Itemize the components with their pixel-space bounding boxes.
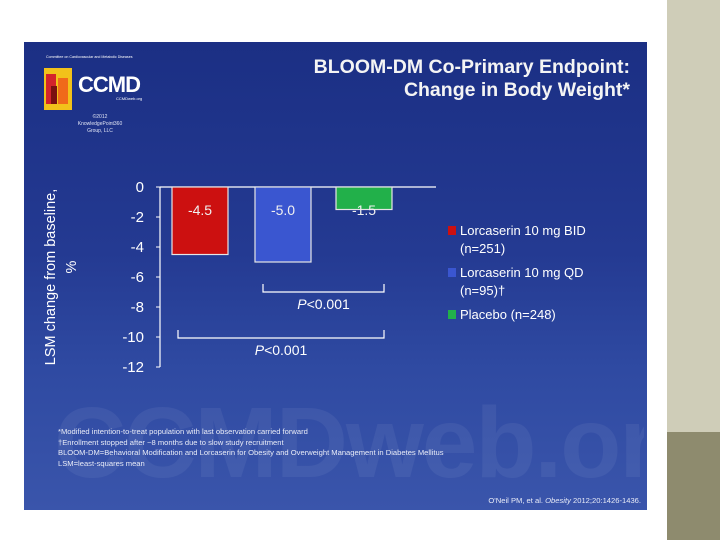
y-tick-label: -8 [131, 299, 144, 316]
side-decoration-band-dark [667, 432, 720, 540]
bar-data-label: -1.5 [352, 202, 376, 218]
y-tick-label: -2 [131, 209, 144, 226]
chart-legend: Lorcaserin 10 mg BID (n=251) Lorcaserin 10… [448, 222, 644, 330]
footnote: LSM=least-squares mean [58, 458, 145, 468]
y-axis-title: % [64, 260, 80, 273]
bar [254, 186, 312, 263]
bar [335, 186, 393, 211]
watermark-text: CCMDweb.org [54, 387, 644, 499]
citation-authors: O'Neil PM, et al. [488, 496, 544, 505]
logo-caption: Committee on Cardiovascular and Metaboli… [46, 55, 133, 59]
bar-data-label: -4.5 [188, 202, 212, 218]
legend-swatch [448, 268, 456, 277]
significance-label: P<0.001 [255, 342, 308, 358]
legend-label: (n=95)† [460, 283, 506, 298]
y-tick-label: -10 [122, 329, 144, 346]
heart-logo-icon [44, 68, 72, 110]
logo-url: CCMDweb.org [116, 96, 143, 101]
slide: CCMDweb.org Committee on Cardiovascular … [24, 42, 647, 510]
legend-item: Placebo (n=248) [448, 306, 644, 324]
bar-data-label: -5.0 [271, 202, 295, 218]
footnotes: *Modified intention-to-treat population … [58, 427, 628, 469]
bar-chart: 0 -2 -4 -6 -8 -10 -12 LSM change from baseline,… [43, 179, 436, 376]
logo-copyright-note: ©2012 KnowledgePoint360 Group, LLC [70, 114, 130, 135]
legend-item: Lorcaserin 10 mg QD (n=95)† [448, 264, 644, 300]
footnote: †Enrollment stopped after ~8 months due … [58, 437, 284, 447]
legend-label: Lorcaserin 10 mg BID [460, 223, 586, 238]
logo-name: CCMD [78, 72, 141, 97]
slide-title: BLOOM-DM Co-Primary Endpoint: Change in … [174, 56, 630, 102]
logo-note-line: KnowledgePoint360 [77, 121, 123, 127]
significance-bracket [262, 284, 385, 293]
y-axis-title: LSM change from baseline, [43, 189, 59, 366]
citation-journal: Obesity [545, 496, 571, 505]
logo-note-line: ©2012 [92, 114, 108, 120]
slide-title-line: Change in Body Weight* [403, 79, 630, 101]
bar [171, 186, 229, 256]
footnote: *Modified intention-to-treat population … [58, 427, 308, 436]
legend-label: Lorcaserin 10 mg QD [460, 265, 584, 280]
slide-title-line: BLOOM-DM Co-Primary Endpoint: [313, 56, 630, 78]
logo-note-line: Group, LLC [87, 128, 113, 134]
legend-label: Placebo (n=248) [460, 307, 556, 322]
significance-label: P<0.001 [297, 296, 350, 312]
footnote: BLOOM-DM=Behavioral Modification and Lor… [58, 448, 444, 457]
y-tick-label: -12 [122, 359, 144, 376]
significance-bracket [177, 330, 385, 339]
citation-details: 2012;20:1426-1436. [573, 496, 641, 505]
logo: Committee on Cardiovascular and Metaboli… [30, 50, 158, 160]
citation: O'Neil PM, et al. Obesity 2012;20:1426-1… [404, 496, 641, 505]
legend-label: (n=251) [460, 241, 506, 256]
y-tick-label: -4 [131, 239, 144, 256]
legend-swatch [448, 226, 456, 235]
legend-swatch [448, 310, 456, 319]
watermark: CCMDweb.org [54, 387, 644, 499]
legend-item: Lorcaserin 10 mg BID (n=251) [448, 222, 644, 258]
y-tick-label: 0 [136, 179, 144, 196]
y-tick-label: -6 [131, 269, 144, 286]
